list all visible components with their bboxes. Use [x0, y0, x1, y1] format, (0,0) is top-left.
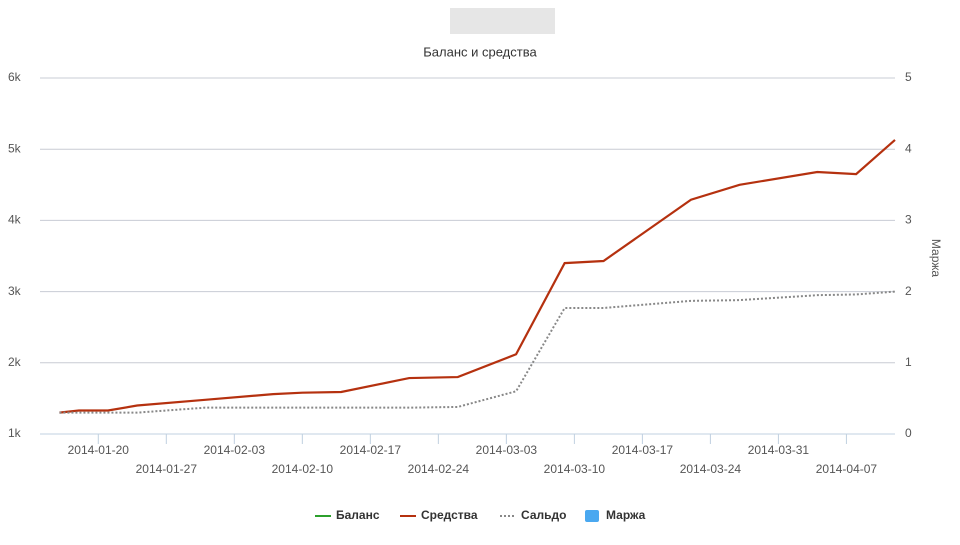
- x-tick-label: 2014-03-24: [680, 462, 742, 476]
- x-tick-label: 2014-03-31: [748, 443, 810, 457]
- y2-tick-label: 5: [905, 70, 912, 84]
- y-tick-label: 6k: [8, 70, 22, 84]
- x-tick-label: 2014-02-24: [408, 462, 470, 476]
- x-tick-label: 2014-03-10: [544, 462, 606, 476]
- x-tick-label: 2014-04-07: [816, 462, 878, 476]
- x-tick-label: 2014-02-03: [204, 443, 266, 457]
- x-tick-label: 2014-03-17: [612, 443, 674, 457]
- x-tick-label: 2014-01-27: [136, 462, 198, 476]
- blurred-header: [450, 8, 555, 34]
- y-tick-label: 2k: [8, 355, 22, 369]
- x-tick-label: 2014-02-10: [272, 462, 334, 476]
- y-tick-label: 5k: [8, 141, 22, 155]
- y-tick-label: 1k: [8, 426, 22, 440]
- x-tick-label: 2014-01-20: [68, 443, 130, 457]
- x-tick-label: 2014-03-03: [476, 443, 538, 457]
- y-tick-label: 3k: [8, 284, 22, 298]
- legend-label[interactable]: Сальдо: [521, 508, 566, 522]
- x-tick-label: 2014-02-17: [340, 443, 402, 457]
- series-line: [59, 139, 896, 414]
- y2-tick-label: 0: [905, 426, 912, 440]
- y-tick-label: 4k: [8, 213, 22, 227]
- legend-label[interactable]: Средства: [421, 508, 478, 522]
- chart-title: Баланс и средства: [423, 44, 537, 59]
- legend-swatch: [585, 510, 599, 522]
- legend-label[interactable]: Баланс: [336, 508, 380, 522]
- y2-tick-label: 4: [905, 141, 912, 155]
- y2-tick-label: 3: [905, 213, 912, 227]
- legend-label[interactable]: Маржа: [606, 508, 646, 522]
- y2-tick-label: 2: [905, 284, 912, 298]
- y2-tick-label: 1: [905, 355, 912, 369]
- y2-axis-label: Маржа: [929, 239, 943, 278]
- series-line: [59, 290, 896, 414]
